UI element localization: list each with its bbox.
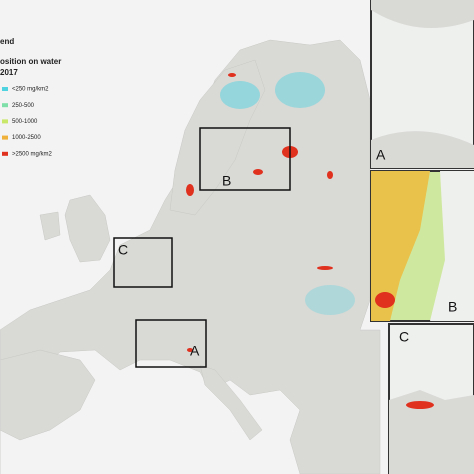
legend-year: 2017 bbox=[0, 68, 18, 77]
legend-swatch bbox=[2, 103, 8, 108]
legend-item: 250-500 bbox=[12, 103, 35, 109]
low-area bbox=[220, 81, 260, 109]
low-area bbox=[275, 72, 325, 108]
legend-swatch bbox=[2, 151, 8, 156]
hotspot bbox=[317, 266, 333, 270]
hotspot bbox=[406, 401, 434, 409]
inset-label: B bbox=[448, 299, 457, 315]
hotspot bbox=[327, 171, 333, 179]
low-area bbox=[305, 285, 355, 315]
italy bbox=[199, 364, 263, 441]
ireland bbox=[39, 211, 61, 241]
legend-item: >2500 mg/km2 bbox=[12, 151, 53, 157]
hotspot bbox=[375, 292, 395, 308]
inset-land bbox=[389, 390, 474, 474]
inset-sea bbox=[430, 171, 474, 321]
legend-swatch bbox=[2, 135, 8, 140]
inset-land bbox=[371, 0, 474, 168]
legend-subtitle: osition on water bbox=[0, 57, 61, 66]
britain bbox=[64, 194, 111, 263]
hotspot bbox=[253, 169, 263, 175]
box-label: B bbox=[222, 173, 231, 189]
legend-swatch bbox=[2, 119, 8, 124]
box-label: C bbox=[118, 242, 128, 258]
inset-land bbox=[371, 171, 430, 321]
box-label: A bbox=[190, 343, 200, 359]
low-deposition bbox=[220, 72, 355, 315]
hotspot bbox=[228, 73, 236, 77]
legend: end osition on water 2017 <250 mg/km2 250… bbox=[0, 37, 61, 157]
inset-label: C bbox=[399, 329, 409, 345]
zoom-box bbox=[135, 319, 207, 368]
legend-item: <250 mg/km2 bbox=[12, 87, 49, 93]
legend-title: end bbox=[0, 37, 14, 46]
hotspot bbox=[186, 184, 194, 196]
zoom-box bbox=[199, 127, 291, 191]
legend-item: 500-1000 bbox=[12, 119, 38, 125]
iberia bbox=[0, 349, 96, 441]
inset-label: A bbox=[376, 147, 386, 163]
hotspot bbox=[187, 348, 193, 352]
legend-item: 1000-2500 bbox=[12, 135, 41, 141]
zoom-box bbox=[113, 237, 173, 288]
legend-swatch bbox=[2, 87, 8, 91]
